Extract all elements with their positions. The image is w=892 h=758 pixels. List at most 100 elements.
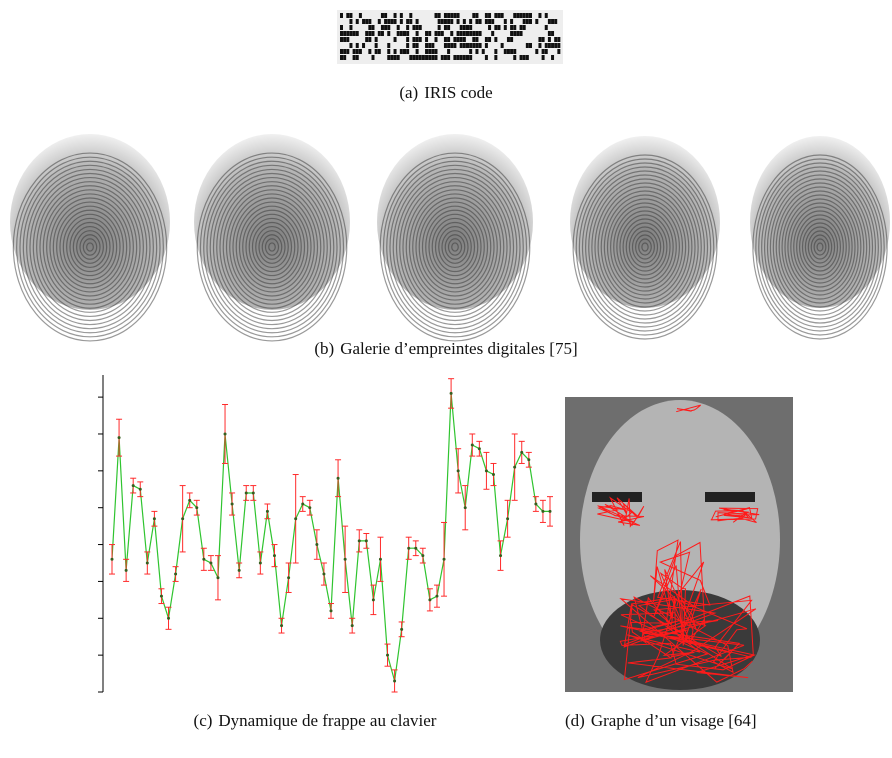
face-graph-image: [565, 397, 793, 692]
iris-bit: [349, 25, 353, 30]
ridge: [766, 174, 874, 320]
iris-bit: [380, 31, 384, 36]
iris-bit: [522, 19, 526, 24]
iris-bit: [516, 31, 520, 36]
iris-bit: [415, 55, 419, 60]
iris-bit: [538, 43, 542, 48]
point: [442, 557, 446, 561]
ridge: [600, 190, 690, 304]
iris-bit: [472, 37, 476, 42]
ridge: [807, 230, 833, 264]
point: [308, 506, 312, 510]
point: [181, 517, 185, 521]
iris-bit: [393, 19, 397, 24]
iris-bit: [447, 25, 451, 30]
point: [364, 539, 368, 543]
iris-bit: [399, 19, 403, 24]
iris-bit: [529, 13, 532, 18]
iris-bit: [425, 37, 429, 42]
iris-bit: [544, 13, 548, 18]
point: [301, 502, 305, 506]
ridge: [421, 205, 489, 289]
point: [456, 469, 460, 473]
iris-bit: [434, 13, 438, 18]
ridge: [46, 193, 134, 301]
iris-bit: [418, 25, 422, 30]
iris-bit: [551, 19, 555, 24]
iris-bit: [544, 43, 548, 48]
point: [138, 487, 142, 491]
iris-bit: [355, 19, 359, 24]
ridge: [32, 176, 148, 318]
ridge: [778, 190, 862, 304]
ridge: [408, 189, 502, 305]
iris-bit: [443, 19, 447, 24]
iris-bit: [346, 13, 350, 18]
iris-bit: [343, 31, 347, 36]
ridge: [804, 226, 836, 268]
ridge: [264, 238, 280, 256]
ridge: [638, 238, 652, 256]
point: [378, 557, 382, 561]
iris-bit: [554, 37, 558, 42]
fingerprint: [750, 136, 890, 308]
iris-bit: [390, 19, 394, 24]
iris-bit: [525, 55, 529, 60]
iris-bit: [371, 31, 375, 36]
ridge: [444, 234, 466, 260]
iris-bit: [425, 31, 429, 36]
caption-label: (d): [565, 711, 585, 730]
graph-edges: [710, 506, 760, 523]
ridge: [235, 201, 309, 293]
ridge: [591, 178, 699, 316]
iris-bit: [456, 55, 460, 60]
iris-bit: [516, 13, 520, 18]
iris-bit: [462, 19, 466, 24]
ridge: [781, 194, 859, 300]
iris-bit: [434, 49, 438, 54]
ridge: [76, 230, 104, 264]
iris-bit: [415, 25, 419, 30]
iris-bit: [415, 19, 419, 24]
iris-bit: [415, 43, 419, 48]
point: [230, 502, 234, 506]
ridge: [588, 174, 702, 320]
ridge: [578, 162, 712, 332]
iris-bit: [349, 19, 353, 24]
ridge: [395, 172, 515, 322]
point: [407, 546, 411, 550]
ridge: [641, 242, 649, 252]
iris-bit: [403, 49, 406, 54]
iris-bit: [488, 19, 492, 24]
iris-bit: [425, 49, 429, 54]
iris-bit: [393, 13, 397, 18]
iris-bit: [365, 31, 369, 36]
point: [428, 598, 432, 602]
ridge: [761, 166, 879, 328]
point: [329, 609, 333, 613]
iris-bit: [557, 37, 561, 42]
iris-bit: [541, 55, 545, 60]
iris-bit: [456, 31, 460, 36]
iris-bit: [418, 37, 422, 42]
iris-bit: [399, 13, 403, 18]
ridge: [402, 181, 508, 313]
iris-bit: [469, 43, 473, 48]
ridge: [248, 217, 296, 277]
point: [506, 517, 510, 521]
ridge: [628, 226, 662, 268]
point: [386, 653, 390, 657]
ridge: [26, 168, 154, 326]
iris-bit: [371, 25, 375, 30]
ridge: [616, 210, 674, 284]
ridge: [242, 209, 302, 285]
brow-l: [592, 492, 642, 502]
point: [272, 554, 276, 558]
ridge: [622, 218, 668, 276]
iris-bit: [368, 37, 372, 42]
iris-bit: [443, 37, 447, 42]
ridge: [769, 178, 871, 316]
iris-bit: [466, 31, 469, 36]
iris-bit: [453, 55, 457, 60]
